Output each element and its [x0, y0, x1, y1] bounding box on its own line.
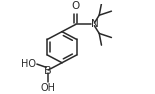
Text: B: B	[44, 66, 52, 75]
Text: O: O	[72, 1, 80, 11]
Text: N: N	[91, 19, 99, 29]
Text: OH: OH	[41, 83, 56, 93]
Text: HO: HO	[21, 59, 36, 69]
